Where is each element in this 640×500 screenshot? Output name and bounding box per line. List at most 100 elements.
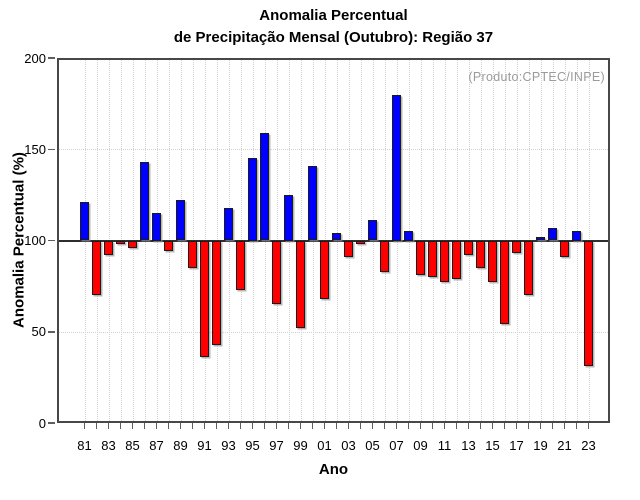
y-tick-label: 100 bbox=[24, 233, 46, 248]
bar-negative-2021 bbox=[560, 240, 569, 257]
x-tick-label: 95 bbox=[245, 438, 260, 453]
x-tick-label: 05 bbox=[365, 438, 380, 453]
plot-area: (Produto:CPTEC/INPE) 81 83 85 87 89 91 93 95 97 9… bbox=[24, 51, 610, 453]
x-axis-tick bbox=[479, 423, 482, 429]
x-axis-tick bbox=[287, 423, 290, 429]
x-axis-tick bbox=[395, 423, 398, 429]
x-tick-label: 07 bbox=[389, 438, 404, 453]
x-axis-tick bbox=[467, 423, 470, 429]
x-axis-tick bbox=[563, 423, 566, 429]
bar-negative-2014 bbox=[476, 240, 485, 268]
bar-positive-2019 bbox=[536, 236, 545, 241]
x-axis-tick bbox=[275, 423, 278, 429]
chart-title-line2: de Precipitação Mensal (Outubro): Região… bbox=[173, 29, 494, 46]
x-tick-label: 91 bbox=[197, 438, 212, 453]
bar-negative-2004 bbox=[356, 240, 365, 245]
x-tick-label: 87 bbox=[149, 438, 164, 453]
x-axis-tick bbox=[215, 423, 218, 429]
gridline-horizontal bbox=[57, 331, 610, 333]
bar-negative-1994 bbox=[236, 240, 245, 290]
bar-positive-2002 bbox=[332, 233, 341, 241]
bar-negative-2013 bbox=[464, 240, 473, 256]
x-tick-label: 17 bbox=[509, 438, 524, 453]
gridline-horizontal bbox=[57, 149, 610, 151]
x-axis-tick bbox=[515, 423, 518, 429]
x-axis-tick bbox=[227, 423, 230, 429]
x-axis-tick bbox=[383, 423, 386, 429]
bar-negative-2009 bbox=[416, 240, 425, 276]
x-axis-tick bbox=[551, 423, 554, 429]
x-tick-label: 21 bbox=[557, 438, 572, 453]
x-tick-label: 11 bbox=[437, 438, 452, 453]
x-axis-tick bbox=[503, 423, 506, 429]
x-axis-tick bbox=[311, 423, 314, 429]
x-axis-tick bbox=[191, 423, 194, 429]
x-tick-label: 13 bbox=[461, 438, 476, 453]
bar-negative-1992 bbox=[212, 240, 221, 345]
baseline-100 bbox=[57, 239, 610, 242]
bar-negative-1990 bbox=[188, 240, 197, 268]
y-axis-tick bbox=[48, 331, 55, 333]
x-axis-tick bbox=[431, 423, 434, 429]
bar-positive-1986 bbox=[140, 162, 149, 241]
bar-negative-1988 bbox=[164, 240, 173, 252]
bar-positive-1995 bbox=[248, 158, 257, 241]
x-axis-tick bbox=[587, 423, 590, 429]
x-axis-tick bbox=[263, 423, 266, 429]
bar-positive-2000 bbox=[308, 165, 317, 241]
x-axis-tick bbox=[359, 423, 362, 429]
x-tick-label: 85 bbox=[125, 438, 140, 453]
bar-negative-2015 bbox=[488, 240, 497, 283]
x-axis-tick bbox=[455, 423, 458, 429]
x-tick-label: 93 bbox=[221, 438, 236, 453]
bar-positive-2007 bbox=[392, 94, 401, 241]
x-axis-tick bbox=[575, 423, 578, 429]
x-axis-tick bbox=[155, 423, 158, 429]
x-tick-label: 09 bbox=[413, 438, 428, 453]
bar-negative-2023 bbox=[584, 240, 593, 367]
y-axis-tick bbox=[48, 57, 55, 59]
x-axis-tick bbox=[323, 423, 326, 429]
bar-negative-1997 bbox=[272, 240, 281, 305]
x-axis-tick bbox=[539, 423, 542, 429]
x-axis-tick bbox=[239, 423, 242, 429]
bar-negative-1991 bbox=[200, 240, 209, 358]
x-axis-tick bbox=[419, 423, 422, 429]
bar-positive-1981 bbox=[80, 202, 89, 241]
bar-positive-2022 bbox=[572, 231, 581, 241]
x-tick-label: 23 bbox=[581, 438, 596, 453]
x-axis-tick bbox=[95, 423, 98, 429]
bar-negative-1983 bbox=[104, 240, 113, 256]
x-axis-tick bbox=[527, 423, 530, 429]
x-axis-tick bbox=[251, 423, 254, 429]
y-tick-label: 0 bbox=[38, 415, 46, 431]
x-tick-label: 81 bbox=[77, 438, 92, 453]
x-axis-tick bbox=[143, 423, 146, 429]
x-axis-tick bbox=[203, 423, 206, 429]
x-axis-tick bbox=[407, 423, 410, 429]
x-axis-tick bbox=[131, 423, 134, 429]
x-axis-tick bbox=[491, 423, 494, 429]
y-axis-tick bbox=[48, 148, 55, 150]
bar-negative-2006 bbox=[380, 240, 389, 272]
bar-negative-1982 bbox=[92, 240, 101, 296]
x-tick-label: 15 bbox=[485, 438, 500, 453]
bar-positive-1993 bbox=[224, 207, 233, 241]
bar-positive-1989 bbox=[176, 200, 185, 241]
x-tick-label: 03 bbox=[341, 438, 356, 453]
bar-negative-2001 bbox=[320, 240, 329, 299]
x-axis-tick bbox=[179, 423, 182, 429]
bar-negative-1984 bbox=[116, 240, 125, 245]
x-axis-tick bbox=[107, 423, 110, 429]
x-tick-label: 99 bbox=[293, 438, 308, 453]
bar-negative-2011 bbox=[440, 240, 449, 283]
x-tick-label: 89 bbox=[173, 438, 188, 453]
bar-negative-2003 bbox=[344, 240, 353, 257]
bar-positive-1987 bbox=[152, 213, 161, 241]
x-axis-tick bbox=[299, 423, 302, 429]
bar-positive-1996 bbox=[260, 132, 269, 241]
bar-positive-1998 bbox=[284, 194, 293, 241]
bar-negative-2018 bbox=[524, 240, 533, 296]
x-axis-tick bbox=[119, 423, 122, 429]
